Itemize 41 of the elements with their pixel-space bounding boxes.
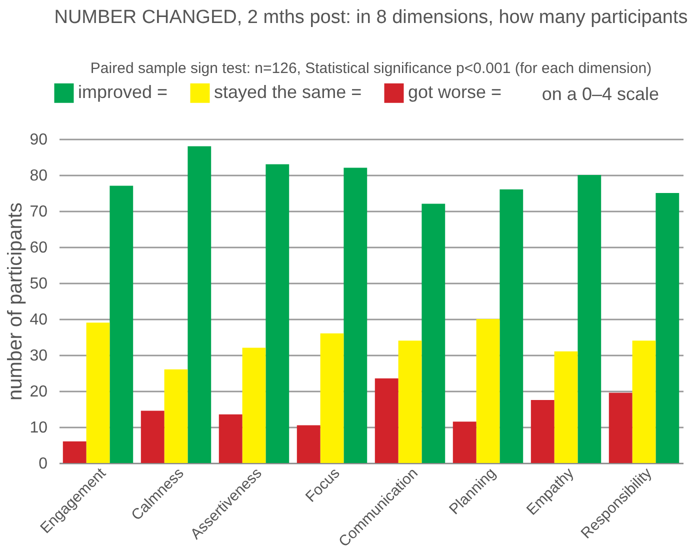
y-tick-label: 60 (30, 240, 48, 256)
text: on a 0–4 scale (542, 84, 659, 104)
y-tick-label: 40 (30, 312, 48, 328)
bar (266, 164, 290, 463)
y-tick-label: 0 (38, 456, 48, 472)
legend-label: got worse = (408, 82, 502, 102)
bar (140, 410, 164, 463)
y-tick-label: 70 (30, 204, 48, 220)
bar (422, 204, 446, 463)
bar (608, 392, 632, 463)
chart-title: NUMBER CHANGED, 2 mths post: in 8 dimensions, how many participants (54, 7, 688, 28)
y-tick-label: 30 (30, 348, 48, 364)
bar (110, 186, 134, 463)
y-tick-label: 20 (30, 384, 48, 400)
y-axis-title: number of participants (4, 202, 27, 400)
bar (476, 319, 500, 463)
bar (554, 351, 578, 463)
chart-subtitle: Paired sample sign test: n=126, Statistical significance p<0.001 (for each dimension) (90, 60, 652, 77)
bar (656, 193, 680, 463)
legend-label: improved = (78, 82, 168, 102)
bar (188, 146, 212, 463)
y-tick-label: 80 (30, 168, 48, 184)
bar (320, 333, 344, 463)
bar (374, 378, 398, 463)
legend-label: stayed the same = (214, 82, 362, 102)
bar (530, 400, 554, 463)
bar (632, 340, 656, 463)
bar (218, 414, 242, 463)
y-tick-label: 90 (30, 132, 48, 148)
bar (62, 441, 86, 463)
y-tick-label: 10 (30, 420, 48, 436)
bar (86, 322, 110, 463)
bar (242, 348, 266, 463)
bar (398, 340, 422, 463)
bar (164, 369, 188, 463)
bar (500, 189, 524, 463)
bar (344, 168, 368, 463)
bar (578, 175, 602, 463)
bar (296, 425, 320, 463)
bar (452, 422, 476, 463)
y-tick-label: 50 (30, 276, 48, 292)
